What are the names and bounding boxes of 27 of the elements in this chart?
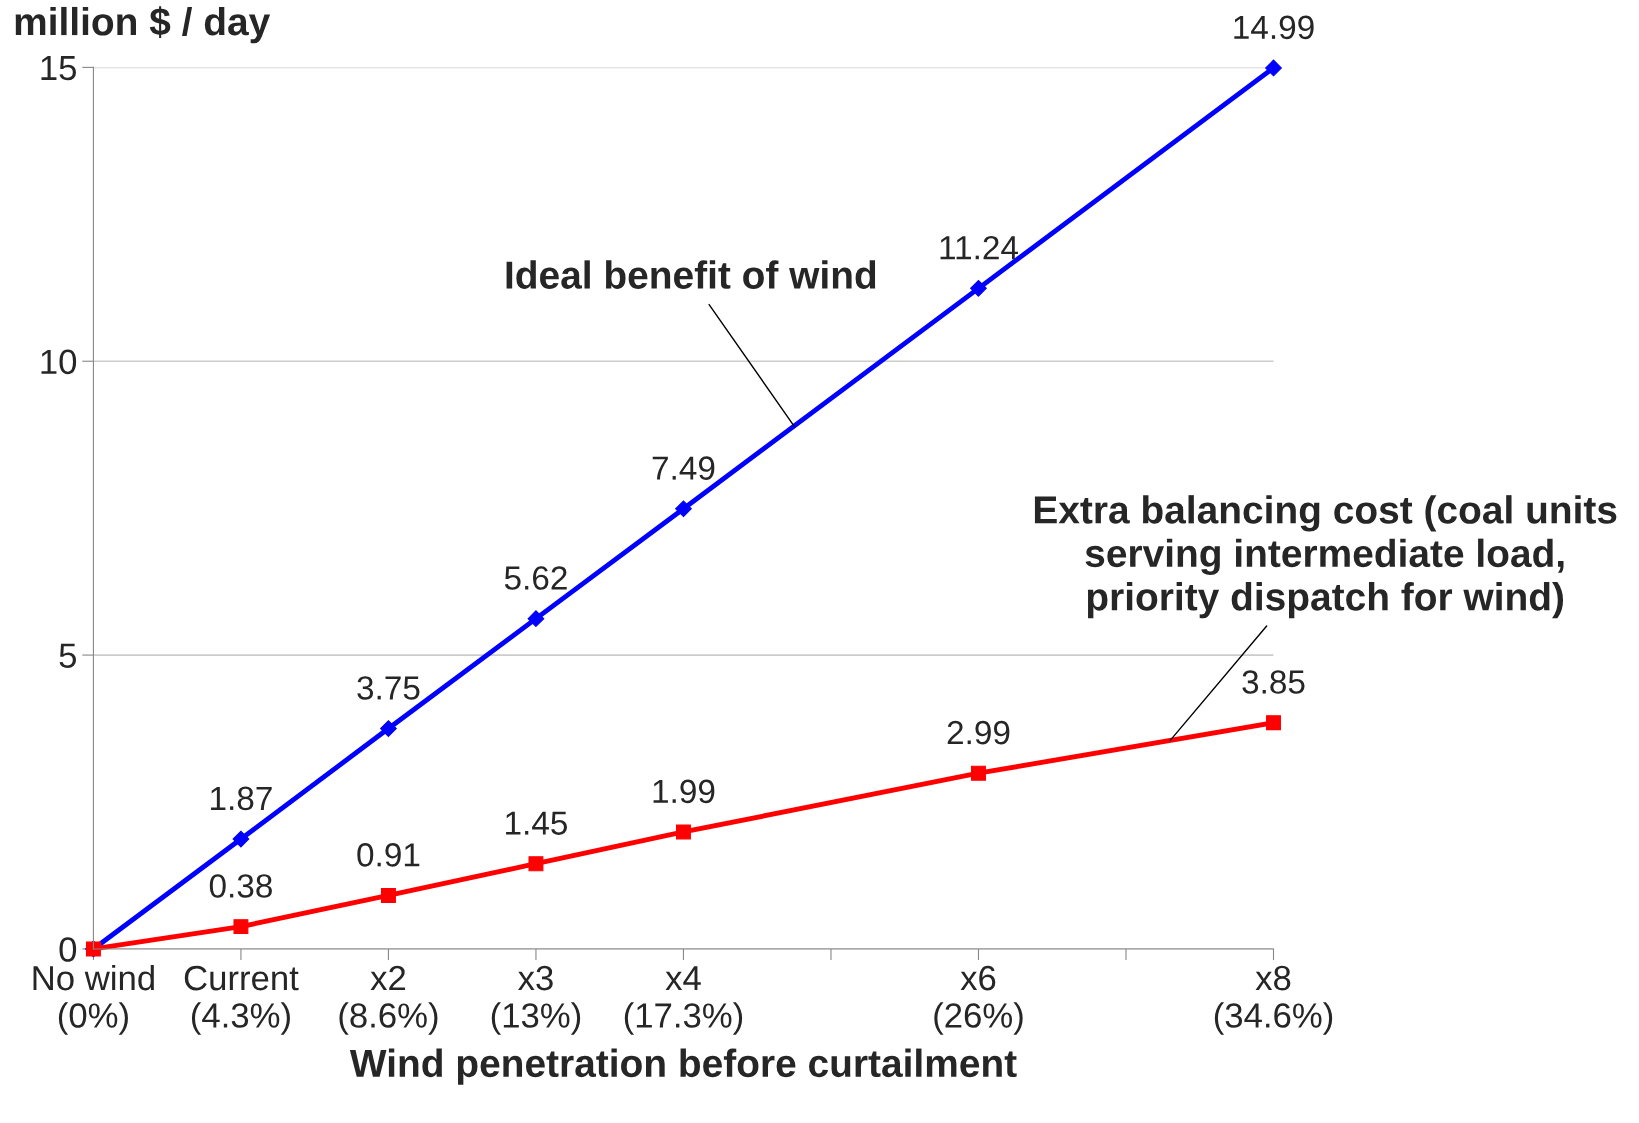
data-label: 11.24 [940, 235, 1018, 260]
y-tick-label: 0 [59, 937, 77, 962]
data-label: 7.49 [652, 456, 715, 480]
data-label: 2.99 [947, 720, 1010, 745]
x-tick-label: x3 (13%) [491, 965, 581, 1035]
x-tick-label: x4 (17.3%) [624, 966, 743, 1035]
x-tick-label: x8 (34.6%) [1214, 965, 1333, 1035]
x-tick-label: Current (4.3%) [184, 965, 299, 1035]
y-tick-label: 5 [59, 643, 76, 669]
data-label: 1.45 [506, 811, 567, 835]
data-label: 5.62 [504, 566, 567, 590]
data-label: 1.87 [211, 786, 272, 811]
x-tick-label: x6 (26%) [934, 965, 1023, 1035]
data-label: 0.91 [357, 843, 420, 867]
data-label: 14.99 [1234, 15, 1314, 40]
data-label: 0.38 [209, 874, 272, 898]
data-label: 3.85 [1242, 670, 1305, 694]
y-tick-label: 15 [41, 56, 76, 81]
x-axis-title: Wind penetration before curtailment [349, 1048, 1017, 1085]
x-tick-label: x2 (8.6%) [339, 965, 438, 1035]
text: Extra balancing cost (coal units serving intermediate load, priority dispatch for wind) [1034, 495, 1617, 619]
y-axis-title: million $ / day [15, 6, 271, 44]
y-tick-label: 10 [41, 349, 77, 375]
x-tick-label: No wind (0%) [33, 964, 154, 1035]
series-label: Ideal benefit of wind [506, 260, 876, 289]
data-label: 1.99 [653, 779, 715, 804]
data-label: 3.75 [357, 676, 420, 700]
